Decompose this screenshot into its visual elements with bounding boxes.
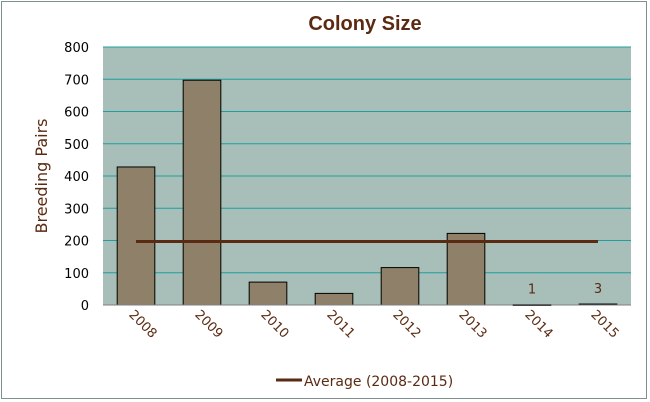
chart-title: Colony Size	[308, 13, 421, 35]
x-tick-label: 2009	[191, 308, 225, 342]
bar	[182, 79, 222, 306]
y-tick-label: 300	[64, 202, 89, 217]
data-label: 3	[594, 282, 602, 297]
x-tick-label: 2011	[323, 308, 357, 342]
x-tick-label: 2008	[125, 308, 159, 342]
x-tick-label: 2013	[455, 308, 489, 342]
x-tick-label: 2015	[587, 308, 621, 342]
y-tick-label: 700	[64, 73, 89, 88]
y-tick-label: 500	[64, 138, 89, 153]
bar	[380, 267, 420, 306]
x-tick-label: 2010	[257, 308, 291, 342]
y-tick-label: 200	[64, 235, 89, 250]
legend-label-average: Average (2008-2015)	[304, 374, 453, 390]
y-tick-label: 600	[64, 106, 89, 121]
x-tick-label: 2012	[389, 308, 423, 342]
y-tick-label: 400	[64, 170, 89, 185]
bar	[314, 292, 354, 306]
x-tick-label: 2014	[521, 308, 555, 342]
y-tick-label: 0	[81, 299, 89, 314]
plot-area: 0 100 200 300 400 500 600 700 800 2008 2009 2010 201…	[64, 41, 631, 342]
bar	[248, 281, 288, 306]
bar	[116, 166, 156, 306]
y-tick-label: 100	[64, 267, 89, 282]
data-label: 1	[528, 283, 536, 298]
bar	[446, 232, 486, 306]
y-tick-label: 800	[64, 41, 89, 56]
y-axis-label: Breeding Pairs	[32, 119, 51, 234]
legend: Average (2008-2015)	[276, 374, 453, 390]
